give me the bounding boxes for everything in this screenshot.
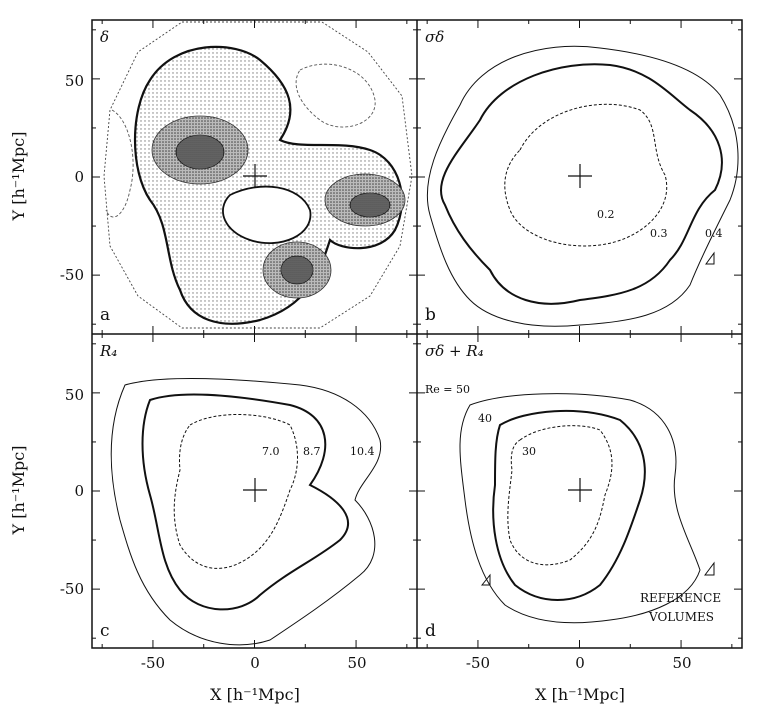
panel-a	[103, 21, 413, 329]
y-axis-title-bottom: Y [h⁻¹Mpc]	[9, 446, 28, 536]
density-core-1	[175, 134, 225, 170]
axis-ticks	[92, 20, 742, 648]
y-tick-label-top-50: 50	[65, 72, 84, 90]
y-tick-label-bottom-neg50: -50	[60, 580, 84, 598]
panel-b-title: σδ	[425, 28, 444, 46]
panel-d-title: σδ + R₄	[425, 342, 484, 360]
panel-d-contour-label-1: Re = 50	[425, 383, 470, 396]
void-contour-2	[295, 63, 376, 128]
survey-boundary	[103, 21, 413, 329]
y-tick-label-top-neg50: -50	[60, 266, 84, 284]
x-tick-label-left-0: 0	[250, 654, 260, 672]
r4-contour-8.7	[141, 393, 350, 611]
panel-a-title: δ	[100, 28, 109, 46]
panel-c-contour-label-3: 10.4	[350, 445, 375, 458]
x-axis-title-right: X [h⁻¹Mpc]	[535, 685, 625, 704]
sigma-contour-0.3	[439, 63, 723, 305]
reference-volumes-label-line1: REFERENCE	[640, 591, 721, 605]
r4-contour-10.4	[110, 378, 382, 646]
panel-d-letter: d	[425, 621, 436, 641]
x-tick-label-left-neg50: -50	[141, 654, 165, 672]
panel-c-letter: c	[100, 621, 110, 641]
center-markers	[243, 164, 592, 502]
density-core-2	[349, 192, 391, 218]
y-tick-label-bottom-0: 0	[74, 482, 84, 500]
x-axis-title-left: X [h⁻¹Mpc]	[210, 685, 300, 704]
panel-b-contour-label-3: 0.4	[705, 227, 723, 240]
panel-c-contour-label-1: 7.0	[262, 445, 280, 458]
sigma-contour-0.2	[504, 103, 668, 247]
reference-volumes-label-line2: VOLUMES	[648, 610, 714, 624]
panel-b-letter: b	[425, 305, 436, 325]
combined-contour-30	[507, 425, 613, 566]
x-tick-label-right-0: 0	[575, 654, 585, 672]
combined-contour-50	[459, 393, 701, 624]
y-tick-label-bottom-50: 50	[65, 386, 84, 404]
panel-c-title: R₄	[99, 342, 117, 360]
combined-contour-40	[492, 409, 646, 601]
panel-c-contour-label-2: 8.7	[303, 445, 321, 458]
panel-d-contour-label-3: 30	[522, 445, 536, 458]
density-core-3	[280, 255, 314, 285]
r4-contour-7.0	[173, 414, 298, 569]
panel-b-contour-label-1: 0.2	[597, 208, 615, 221]
panel-d-contour-label-2: 40	[478, 412, 492, 425]
panel-d	[459, 393, 701, 624]
x-tick-label-right-neg50: -50	[466, 654, 490, 672]
panel-b	[426, 45, 739, 327]
sigma-contour-0.4	[426, 45, 739, 327]
panel-a-letter: a	[100, 305, 110, 325]
x-tick-label-left-50: 50	[347, 654, 366, 672]
void-contour-3	[105, 109, 134, 218]
reference-volume-markers	[480, 251, 715, 586]
y-tick-label-top-0: 0	[74, 168, 84, 186]
y-axis-title-top: Y [h⁻¹Mpc]	[9, 132, 28, 222]
panel-c	[110, 378, 382, 646]
x-tick-label-right-50: 50	[672, 654, 691, 672]
void-contour-1	[222, 185, 312, 245]
panel-b-contour-label-2: 0.3	[650, 227, 668, 240]
